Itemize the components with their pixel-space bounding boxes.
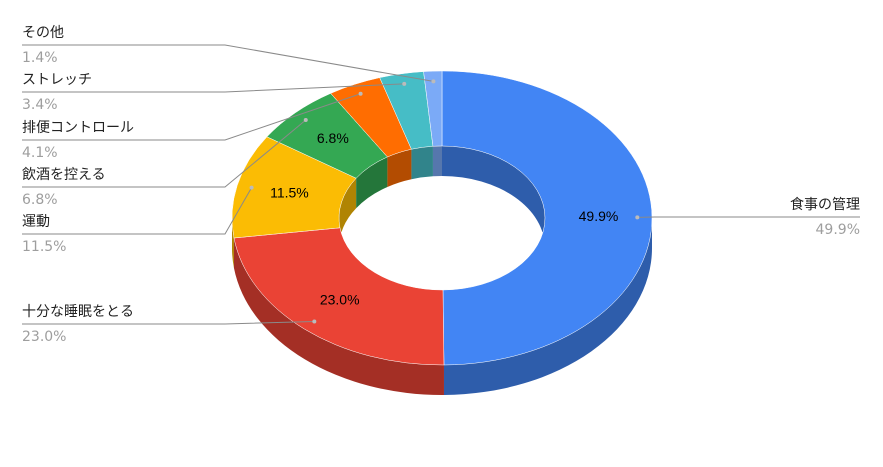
slice — [233, 227, 445, 366]
leader-line — [22, 187, 253, 235]
value-label: 6.8% — [22, 192, 58, 208]
category-label: その他 — [22, 25, 64, 41]
inner-wall — [356, 156, 388, 209]
category-label: 十分な睡眠をとる — [22, 304, 134, 320]
category-label: 運動 — [22, 214, 50, 230]
slice-label: 49.9% — [579, 208, 619, 224]
inner-wall — [432, 146, 442, 177]
inner-wall — [411, 146, 433, 180]
labels: 49.9% 23.0% 11.5% 6.8% 食事の管理 49.9% 十分な睡眠をとる 23.… — [22, 25, 860, 345]
inner-wall — [442, 146, 545, 248]
leader-dot — [635, 215, 640, 220]
inner-wall — [339, 178, 357, 248]
leader-dot — [431, 79, 436, 84]
slice — [423, 70, 443, 147]
outer-walls — [232, 218, 652, 395]
outer-wall — [443, 218, 652, 395]
category-label: 排便コントロール — [22, 120, 134, 136]
inner-wall — [387, 149, 412, 187]
leader-dot — [402, 81, 407, 86]
leader-dot — [303, 118, 308, 123]
category-label: 飲酒を控える — [22, 167, 106, 183]
leader-dot — [312, 319, 317, 324]
value-label: 11.5% — [22, 239, 66, 255]
value-label: 3.4% — [22, 97, 58, 113]
value-label: 1.4% — [22, 50, 58, 66]
leader-line — [22, 44, 434, 82]
leader-dot — [249, 185, 254, 190]
value-label: 23.0% — [22, 329, 66, 345]
category-label: ストレッチ — [22, 72, 92, 88]
slice-label: 6.8% — [317, 130, 349, 146]
outer-wall — [233, 238, 444, 395]
slices — [231, 70, 653, 366]
leader-line — [22, 83, 405, 93]
inner-walls — [339, 146, 545, 248]
leader-dot — [358, 91, 363, 96]
value-label: 4.1% — [22, 145, 58, 161]
slice-label: 23.0% — [320, 292, 360, 308]
slice-label: 11.5% — [270, 184, 309, 200]
leader-line — [22, 93, 361, 141]
slice — [441, 70, 653, 366]
value-label: 49.9% — [816, 222, 860, 238]
leader-line — [22, 320, 315, 325]
leader-line — [22, 119, 307, 188]
outer-wall — [232, 218, 234, 269]
category-label: 食事の管理 — [790, 196, 860, 213]
